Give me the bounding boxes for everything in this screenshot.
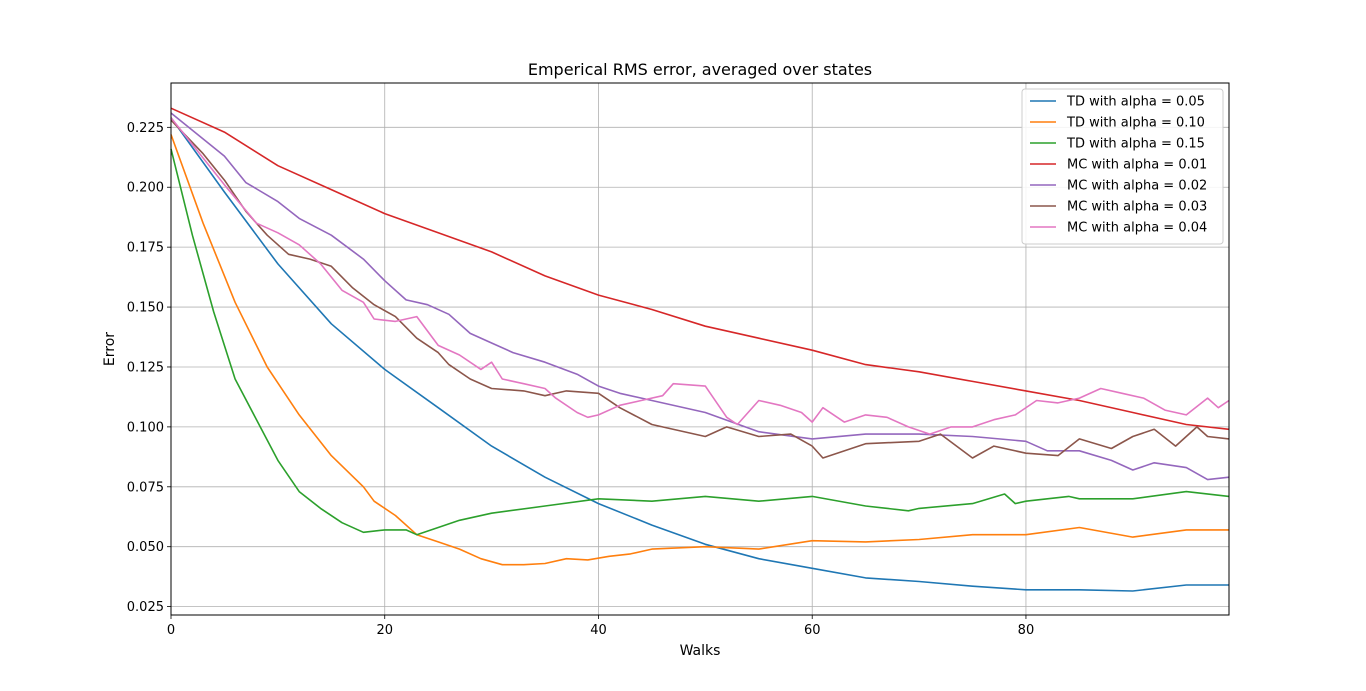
legend-label: TD with alpha = 0.05 [1066, 95, 1205, 110]
legend-box [1021, 88, 1224, 245]
x-tick-label: 20 [376, 623, 393, 638]
series-line [170, 117, 1229, 592]
series-line [170, 134, 1229, 566]
legend-label: TD with alpha = 0.10 [1066, 116, 1205, 131]
y-tick-label: 0.150 [127, 301, 164, 316]
y-tick-label: 0.200 [127, 181, 164, 196]
chart-title: Emperical RMS error, averaged over state… [528, 60, 872, 79]
x-axis-label: Walks [680, 643, 721, 659]
y-tick-label: 0.100 [127, 420, 164, 435]
y-axis-label: Error [102, 332, 118, 366]
x-tick-label: 0 [167, 623, 175, 638]
y-tick-label: 0.050 [127, 540, 164, 555]
series-line [170, 112, 1230, 481]
y-tick-label: 0.025 [127, 600, 164, 615]
series-lines [170, 107, 1230, 592]
x-tick-label: 40 [590, 623, 607, 638]
y-tick-label: 0.125 [127, 360, 164, 375]
legend-label: MC with alpha = 0.01 [1067, 158, 1207, 173]
x-tick-label: 60 [804, 623, 821, 638]
legend-label: TD with alpha = 0.15 [1066, 137, 1205, 152]
y-tick-label: 0.175 [127, 241, 164, 256]
legend-label: MC with alpha = 0.04 [1067, 221, 1207, 236]
series-line [170, 148, 1230, 536]
series-line [170, 117, 1230, 435]
axis-ticks: 0 20 40 60 80 0.025 0.050 0.075 0.100 0.125 0.150 0… [127, 121, 1034, 638]
y-tick-label: 0.225 [127, 121, 164, 136]
x-tick-label: 80 [1018, 623, 1035, 638]
grid-lines [170, 83, 1229, 615]
series-line [170, 119, 1230, 459]
plot-frame [170, 82, 1230, 616]
legend: TD with alpha = 0.05 TD with alpha = 0.10… [1021, 88, 1224, 245]
series-line [170, 107, 1230, 431]
legend-label: MC with alpha = 0.02 [1067, 179, 1207, 194]
y-tick-label: 0.075 [127, 480, 164, 495]
legend-label: MC with alpha = 0.03 [1067, 200, 1207, 215]
